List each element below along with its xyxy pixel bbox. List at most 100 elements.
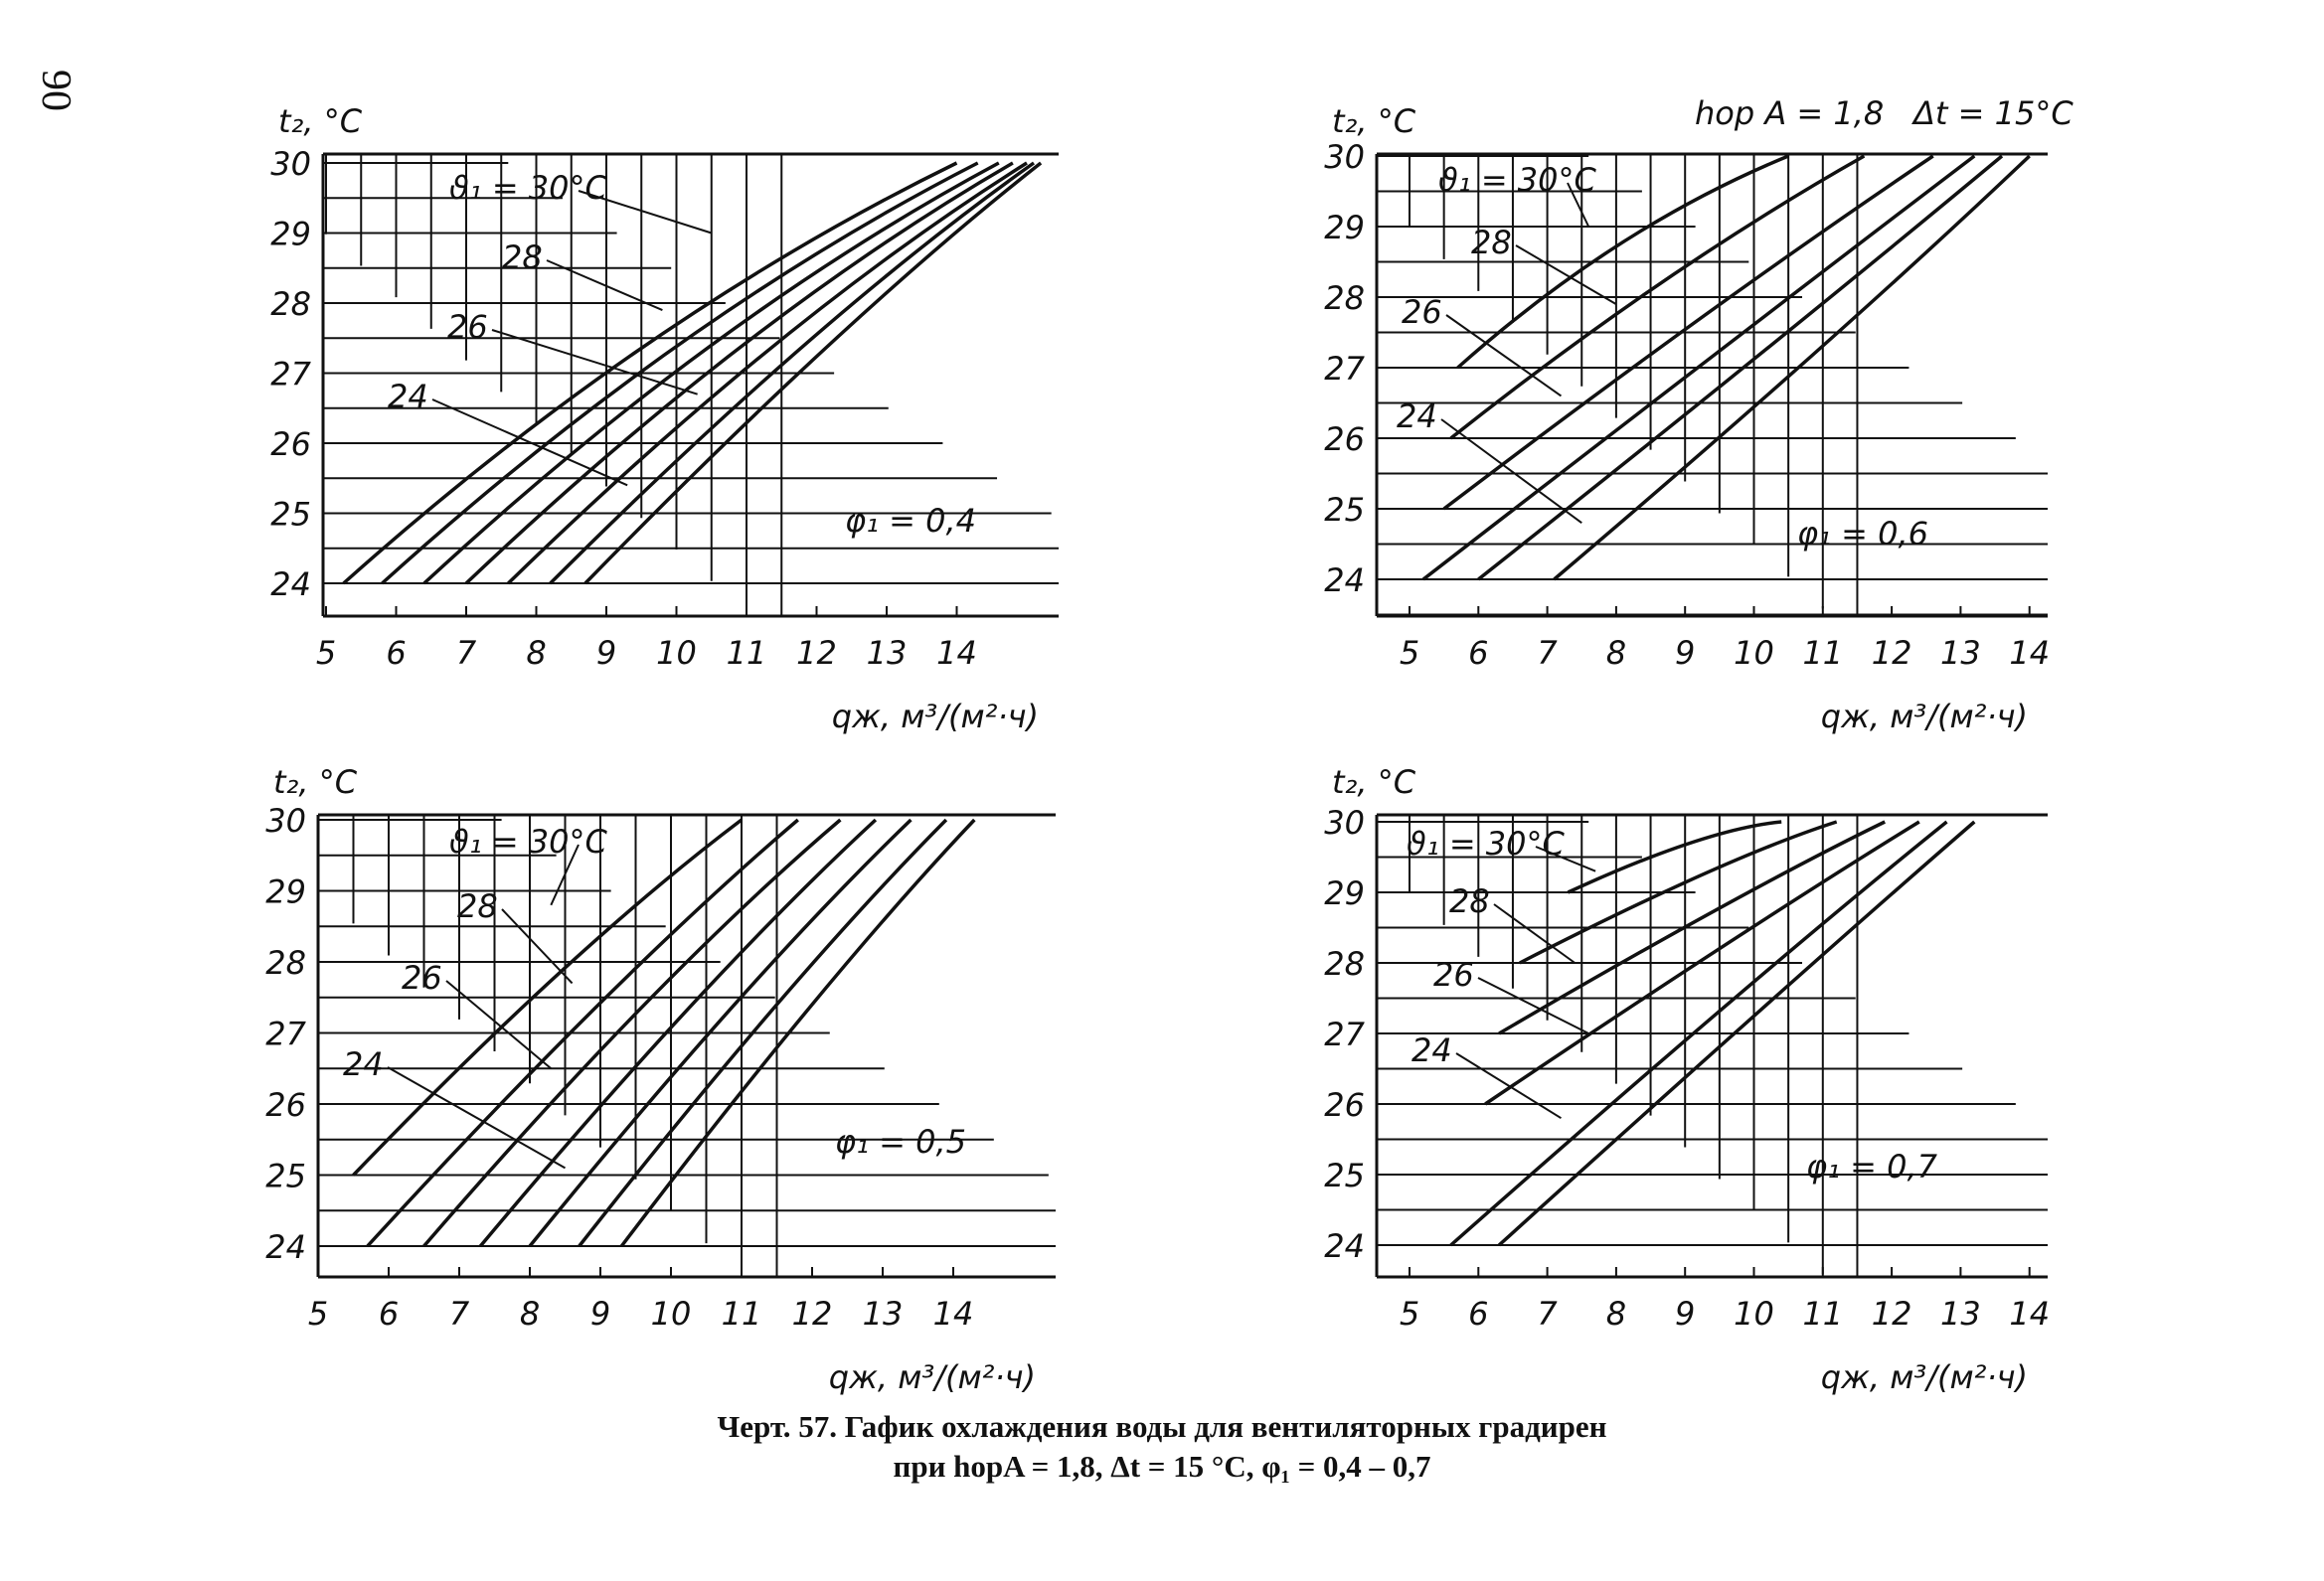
curve-label-leader: [546, 259, 663, 311]
x-tick-label: 14: [2009, 634, 2050, 672]
y-tick-label: 24: [270, 565, 311, 603]
series-curve-2: [1519, 820, 1838, 965]
x-tick-label: 10: [656, 634, 697, 672]
curve-label: 26: [1433, 956, 1474, 994]
x-tick-label: 13: [1940, 1295, 1981, 1333]
y-tick-label: 29: [265, 873, 306, 911]
series-curve-4: [464, 161, 1014, 585]
x-tick-label: 12: [796, 634, 837, 672]
series-curve-4: [1484, 820, 1920, 1106]
header-parameter-h: hор A = 1,8: [1695, 94, 1884, 132]
y-tick-label: 26: [1324, 1086, 1365, 1124]
x-tick-label: 7: [1537, 1295, 1558, 1333]
x-tick-label: 6: [386, 634, 406, 672]
curve-label: 28: [1449, 882, 1490, 920]
x-tick-label: 8: [1606, 634, 1626, 672]
x-tick-label: 11: [727, 634, 767, 672]
y-tick-label: 26: [270, 425, 311, 463]
y-tick-label: 30: [270, 145, 311, 183]
series-curve-1: [1456, 154, 1789, 370]
curve-label: ϑ₁ = 30°C: [449, 169, 608, 207]
curve-label: 24: [1397, 397, 1437, 435]
y-tick-label: 29: [270, 216, 311, 253]
series-curve-6: [578, 818, 948, 1248]
chart-panel-top-left: 5 6 7 8 9 10 11 12 13 14 24 25 26 27 28 29 30 t₂, °C qж, м…: [270, 102, 1059, 735]
series-curve-5: [1449, 820, 1948, 1247]
series-curve-6: [1553, 154, 2031, 581]
curve-label-leader: [1477, 977, 1589, 1034]
x-tick-label: 8: [1606, 1295, 1626, 1333]
x-axis-label: qж, м³/(м²·ч): [1821, 698, 2028, 735]
x-tick-label: 5: [316, 634, 336, 672]
curve-label-leader: [1455, 1052, 1562, 1120]
curve-label-leader: [550, 844, 580, 906]
panel-annotation: φ₁ = 0,5: [835, 1123, 966, 1161]
x-axis-label: qж, м³/(м²·ч): [829, 1358, 1036, 1396]
panel-annotation: φ₁ = 0,6: [1797, 515, 1928, 553]
x-tick-label: 13: [867, 634, 908, 672]
y-tick-label: 25: [270, 496, 311, 534]
series-curve-2: [381, 161, 979, 585]
x-tick-label: 11: [1802, 634, 1843, 672]
panel-annotation: φ₁ = 0,4: [845, 502, 976, 540]
x-tick-label: 6: [1468, 1295, 1488, 1333]
series-curve-1: [342, 161, 958, 585]
y-tick-label: 25: [1324, 1157, 1365, 1194]
y-axis-label: t₂, °C: [1332, 102, 1416, 140]
x-tick-label: 5: [1400, 1295, 1419, 1333]
y-axis-label: t₂, °C: [278, 102, 363, 140]
y-axis-label: t₂, °C: [273, 763, 358, 801]
figure-caption-line1: Черт. 57. Гафик охлаждения воды для вент…: [717, 1409, 1607, 1444]
x-tick-label: 13: [863, 1295, 904, 1333]
series-curve-3: [1442, 154, 1934, 511]
y-axis-label: t₂, °C: [1332, 763, 1416, 801]
series-curve-2: [366, 818, 799, 1248]
x-tick-label: 12: [1872, 634, 1912, 672]
y-tick-label: 24: [1324, 561, 1365, 599]
y-tick-label: 27: [270, 356, 311, 394]
series-curve-5: [1477, 154, 2004, 581]
x-axis-label: qж, м³/(м²·ч): [832, 698, 1039, 735]
x-tick-label: 11: [1802, 1295, 1843, 1333]
x-tick-label: 5: [308, 1295, 328, 1333]
curve-label: 26: [1402, 293, 1442, 331]
series-curve-1: [352, 818, 744, 1177]
x-tick-label: 14: [936, 634, 977, 672]
y-tick-label: 24: [1324, 1227, 1365, 1265]
curve-label-leader: [431, 398, 628, 487]
figure-caption-line2: при hорA = 1,8, Δt = 15 °C, φ₁ = 0,4 – 0…: [893, 1449, 1431, 1484]
series-curve-3: [422, 818, 842, 1248]
x-axis-label: qж, м³/(м²·ч): [1821, 1358, 2028, 1396]
x-tick-label: 11: [722, 1295, 762, 1333]
series-curve-4: [1421, 154, 1976, 581]
curve-label-leader: [1515, 244, 1617, 305]
y-tick-label: 25: [265, 1158, 306, 1195]
y-tick-label: 30: [1324, 804, 1365, 842]
curve-label: 28: [1471, 224, 1512, 261]
series-curve-2: [1449, 154, 1866, 440]
curve-label: ϑ₁ = 30°C: [449, 823, 608, 861]
curve-label: ϑ₁ = 30°C: [1407, 825, 1566, 863]
y-tick-label: 29: [1324, 874, 1365, 912]
curve-label-leader: [491, 329, 698, 395]
series-curve-3: [422, 161, 1000, 585]
y-tick-label: 28: [270, 285, 311, 323]
x-tick-label: 9: [1675, 1295, 1695, 1333]
series-curve-4: [478, 818, 878, 1248]
series-curve-5: [528, 818, 913, 1248]
x-tick-label: 6: [1468, 634, 1488, 672]
y-tick-label: 28: [1324, 279, 1365, 317]
x-tick-label: 10: [651, 1295, 692, 1333]
y-tick-label: 29: [1324, 209, 1365, 246]
curve-label-leader: [1440, 418, 1582, 525]
series-curve-6: [549, 161, 1036, 585]
curve-label-leader: [1445, 314, 1563, 397]
x-tick-label: 12: [792, 1295, 833, 1333]
curve-label: 26: [447, 308, 488, 346]
x-tick-label: 7: [1537, 634, 1558, 672]
header-parameter-dt: Δt = 15°C: [1910, 94, 2074, 132]
series-curve-7: [619, 818, 976, 1248]
